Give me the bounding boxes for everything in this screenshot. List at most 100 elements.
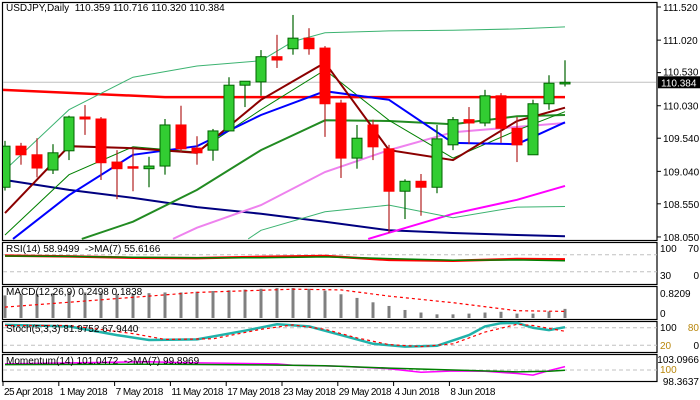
macd-bar	[83, 292, 87, 318]
macd-bar	[179, 292, 183, 318]
price-tick-label: 111.020	[663, 36, 698, 47]
date-label: 1 May 2018	[60, 387, 108, 398]
macd-bar	[339, 294, 343, 318]
candle	[303, 37, 315, 50]
candle	[447, 119, 459, 146]
macd-bar	[243, 289, 247, 318]
ma-line-2	[367, 184, 566, 240]
rsi-tick-label: 30	[660, 271, 672, 282]
main-plot	[3, 14, 656, 240]
candle	[47, 152, 59, 171]
date-label: 29 May 2018	[339, 387, 392, 398]
candle	[527, 103, 539, 156]
current-price-label: 110.384	[661, 78, 697, 89]
price-tick-label: 108.550	[663, 200, 700, 211]
macd-bar	[259, 288, 263, 318]
macd-bar	[563, 308, 567, 318]
rsi-tick-label: 0	[693, 271, 699, 282]
candle	[271, 56, 283, 61]
candle	[175, 124, 187, 150]
stoch-tick-label: 100	[660, 323, 677, 334]
candle	[223, 84, 235, 132]
macd-bar	[307, 288, 311, 318]
candle	[511, 127, 523, 146]
price-tick-label: 109.540	[663, 134, 700, 145]
macd-bar	[435, 314, 439, 318]
candle	[31, 154, 43, 169]
macd-bar	[131, 293, 135, 318]
macd-panel	[1, 285, 658, 321]
candle	[95, 118, 107, 164]
macd-bar	[147, 293, 151, 318]
price-tick-label: 111.520	[663, 3, 698, 14]
candle	[399, 180, 411, 192]
ma-line-0	[3, 88, 565, 99]
candle	[479, 95, 491, 124]
macd-bar	[19, 294, 23, 318]
momentum-tick-label: 100	[660, 365, 677, 376]
macd-bar	[371, 302, 375, 318]
price-tick-label: 108.050	[663, 233, 700, 244]
momentum-panel	[1, 353, 658, 383]
macd-bar	[403, 309, 407, 318]
macd-bar	[323, 290, 327, 318]
stoch-tick-label: 0	[693, 341, 699, 352]
candle	[239, 80, 251, 86]
momentum-ma-line	[4, 363, 566, 373]
date-label: 23 May 2018	[283, 387, 336, 398]
date-label: 17 May 2018	[227, 387, 280, 398]
candle	[15, 145, 27, 156]
candle	[495, 95, 507, 129]
macd-bar	[467, 313, 471, 318]
macd-tick-label: 0	[660, 309, 666, 320]
stoch-main-line	[4, 321, 566, 348]
rsi-panel	[1, 241, 658, 286]
candle	[431, 138, 443, 188]
rsi-tick-label: 100	[660, 244, 677, 255]
candle	[127, 166, 139, 169]
stoch-signal-line	[5, 323, 566, 348]
ma-line-1	[4, 179, 566, 238]
macd-bar	[499, 311, 503, 318]
date-label: 11 May 2018	[171, 387, 224, 398]
stoch-tick-label: 80	[688, 323, 700, 334]
rsi-label: RSI(14) 58.9499 ->MA(7) 55.6166	[6, 244, 161, 255]
candle	[415, 180, 427, 188]
rsi-ma-line	[4, 255, 566, 262]
candle	[543, 82, 555, 105]
momentum-tick-label: 98.3637	[663, 377, 700, 388]
main-panel	[1, 1, 658, 242]
macd-bar	[99, 293, 103, 318]
candle	[335, 102, 347, 159]
macd-bar	[451, 314, 455, 318]
price-tick-label: 110.530	[663, 67, 699, 78]
macd-bar	[355, 297, 359, 318]
symbol-label: USDJPY,Daily	[6, 3, 70, 14]
macd-bar	[387, 305, 391, 318]
macd-bar	[531, 313, 535, 318]
candle	[287, 37, 299, 50]
momentum-line	[4, 360, 566, 376]
macd-bar	[547, 311, 551, 318]
candle	[559, 81, 571, 85]
macd-bar	[483, 312, 487, 318]
candle	[463, 119, 475, 124]
macd-bar	[275, 288, 279, 318]
macd-bar	[419, 312, 423, 318]
macd-bar	[115, 293, 119, 318]
macd-label: MACD(12,26,9) 0.2498 0.1838	[6, 287, 143, 298]
price-tick-label: 110.030	[663, 102, 699, 113]
candle	[255, 56, 267, 83]
macd-bar	[211, 290, 215, 318]
macd-bar	[67, 292, 71, 318]
date-label: 25 Apr 2018	[4, 387, 53, 398]
macd-bar	[163, 292, 167, 318]
candle	[367, 124, 379, 148]
candle	[207, 130, 219, 151]
stoch-tick-label: 20	[660, 341, 672, 352]
date-label: 7 May 2018	[116, 387, 164, 398]
macd-bar	[51, 293, 55, 318]
momentum-tick-label: 103.0966	[657, 355, 699, 366]
